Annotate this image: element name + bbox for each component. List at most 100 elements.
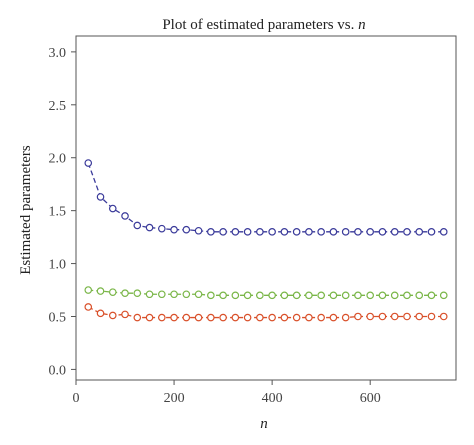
y-tick-label: 1.5 [49,205,67,220]
data-point [170,290,178,299]
data-point [145,223,154,232]
x-axis-label: n [260,416,268,432]
data-point [96,193,105,201]
data-point [108,288,117,296]
data-point [182,313,191,322]
data-point [329,313,338,322]
data-point [121,212,129,220]
data-point [292,291,301,300]
data-point [145,290,154,299]
data-point [84,286,93,294]
data-point [354,228,362,236]
data-point [121,289,129,298]
data-point [182,225,191,234]
data-point [219,228,227,236]
data-point [390,291,399,300]
data-point [341,228,350,236]
data-point [378,228,387,236]
data-point [84,303,93,311]
data-point [96,309,105,318]
data-point [403,291,411,300]
data-point [378,291,387,300]
data-point [219,291,227,300]
y-tick-label: 0.5 [49,310,67,325]
y-tick-label: 2.5 [49,99,67,114]
data-point [378,312,387,321]
data-point [403,228,411,236]
data-point [256,313,264,322]
data-point [329,291,338,300]
y-tick-label: 2.0 [49,152,67,167]
data-point [256,228,264,236]
y-tick-label: 3.0 [49,46,67,61]
y-axis-label: Estimated parameters [18,145,34,275]
data-point [427,291,436,300]
data-point [243,313,252,322]
y-tick-label: 1.0 [49,258,67,273]
data-point [280,291,289,300]
data-point [415,291,424,300]
series-layer [84,159,448,322]
series-line-2 [88,289,444,296]
data-point [439,291,448,300]
data-point [354,312,362,321]
data-point [317,228,325,236]
data-point [158,224,166,233]
data-point [427,312,436,321]
data-point [268,313,276,322]
data-point [390,228,399,236]
data-point [243,291,252,300]
data-point [133,313,142,322]
data-point [354,291,362,300]
data-point [268,228,276,236]
data-point [317,313,325,322]
data-point [439,312,448,321]
data-point [133,289,142,298]
series-line-3 [87,306,444,319]
series-line-1 [87,162,444,233]
data-point [170,225,178,234]
data-point [158,290,166,299]
data-point [231,228,240,236]
data-point [403,312,411,321]
data-point [194,290,203,299]
chart-title: Plot of estimated parameters vs. n [162,17,365,33]
data-point [415,312,424,321]
data-point [305,313,313,322]
data-point [133,221,142,230]
data-point [280,228,289,236]
data-point [427,228,436,236]
data-point [439,228,448,236]
data-point [292,313,301,322]
data-point [194,226,203,235]
plot-frame [75,35,457,381]
data-point [158,313,166,322]
x-tick-label: 200 [164,391,185,406]
data-point [415,228,424,236]
data-point [84,159,93,167]
y-tick-label: 0.0 [49,363,67,378]
data-point [243,228,252,236]
data-point [280,313,289,322]
data-point [207,228,215,236]
data-point [145,313,154,322]
data-point [305,228,313,236]
data-point [256,291,264,300]
data-point [170,313,178,322]
data-point [194,313,203,322]
data-point [207,291,215,300]
data-point [292,228,301,236]
data-point [182,290,191,299]
data-point [231,291,240,300]
data-point [108,204,117,213]
data-point [317,291,325,300]
data-point [305,291,313,300]
data-point [341,291,350,300]
data-point [366,228,374,236]
data-point [341,313,350,322]
data-point [207,313,215,322]
data-point [366,312,374,321]
data-point [219,313,227,322]
axis-ticks: 0 200 400 600 0.0 0.5 1.0 1.5 2.0 2.5 3.0 [49,46,381,406]
